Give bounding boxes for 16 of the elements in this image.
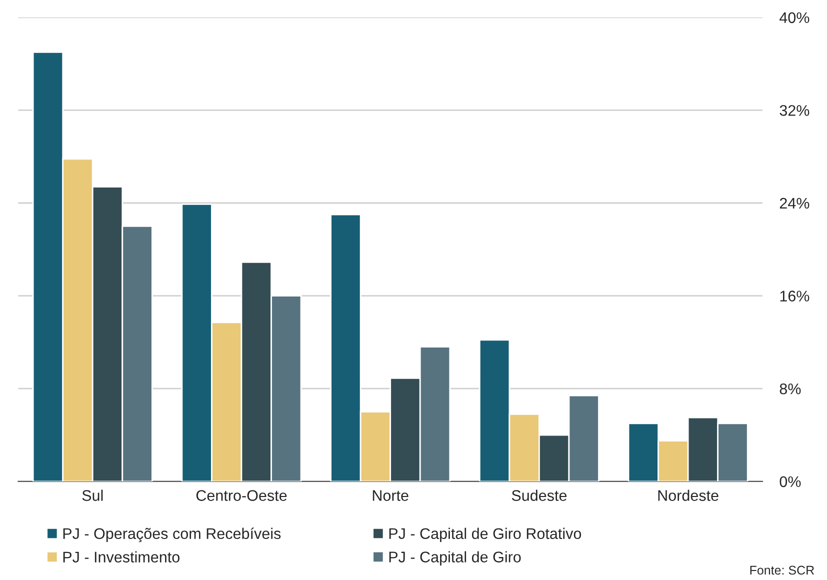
x-tick-label: Nordeste [658,490,718,501]
legend-label: PJ - Capital de Giro [389,551,521,566]
y-tick-label: 32% [780,105,810,116]
legend-label: PJ - Investimento [63,551,180,563]
source-note: Fonte: SCR [750,566,814,575]
x-tick-label: Sul [82,490,103,501]
x-tick-label: Norte [372,490,408,501]
y-tick-label: 0% [780,476,801,488]
y-tick-label: 8% [780,383,801,394]
y-tick-label: 40% [780,12,810,24]
y-tick-label: 24% [780,198,810,209]
x-tick-label: Sudeste [512,490,567,501]
legend-label: PJ - Operações com Recebíveis [63,528,281,542]
legend-label: PJ - Capital de Giro Rotativo [389,528,582,542]
x-tick-label: Centro-Oeste [196,490,287,501]
y-tick-label: 16% [780,290,810,302]
